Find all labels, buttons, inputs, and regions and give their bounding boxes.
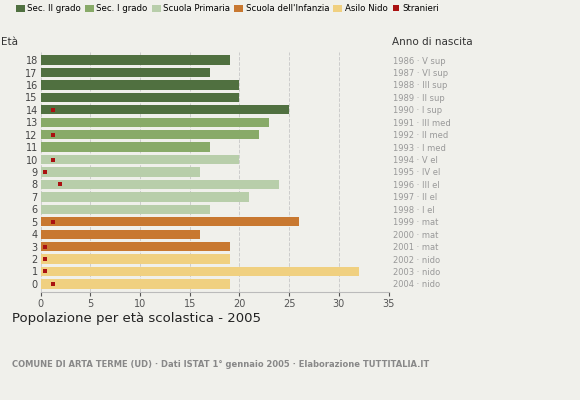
Bar [41, 217, 299, 226]
Text: Popolazione per età scolastica - 2005: Popolazione per età scolastica - 2005 [12, 312, 260, 325]
Bar [41, 118, 269, 127]
Bar [41, 142, 209, 152]
Bar [41, 105, 289, 114]
Bar [41, 267, 359, 276]
Bar [41, 230, 200, 239]
Text: COMUNE DI ARTA TERME (UD) · Dati ISTAT 1° gennaio 2005 · Elaborazione TUTTITALIA: COMUNE DI ARTA TERME (UD) · Dati ISTAT 1… [12, 360, 429, 369]
Bar [41, 205, 209, 214]
Bar [41, 155, 240, 164]
Text: Età: Età [1, 37, 17, 47]
Bar [41, 254, 230, 264]
Bar [41, 192, 249, 202]
Bar [41, 93, 240, 102]
Legend: Sec. II grado, Sec. I grado, Scuola Primaria, Scuola dell'Infanzia, Asilo Nido, : Sec. II grado, Sec. I grado, Scuola Prim… [16, 4, 440, 13]
Bar [41, 56, 230, 65]
Bar [41, 242, 230, 251]
Bar [41, 68, 209, 77]
Text: Anno di nascita: Anno di nascita [392, 37, 473, 47]
Bar [41, 167, 200, 177]
Bar [41, 279, 230, 288]
Bar [41, 180, 279, 189]
Bar [41, 130, 259, 139]
Bar [41, 80, 240, 90]
